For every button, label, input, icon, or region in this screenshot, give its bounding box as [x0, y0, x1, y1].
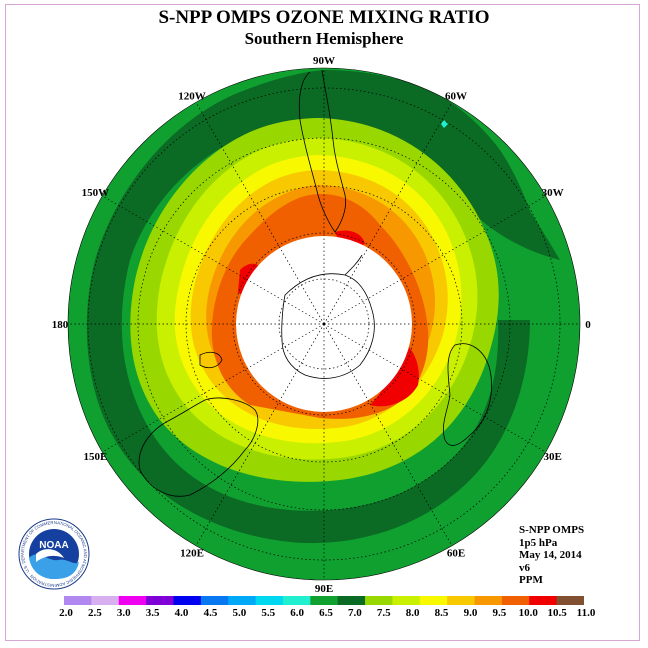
colorbar-label: 8.5 — [434, 607, 449, 619]
meridian-line — [102, 323, 325, 453]
colorbar-label: 4.0 — [174, 607, 189, 619]
colorbar-swatch — [91, 596, 120, 605]
colorbar-swatch — [529, 596, 558, 605]
coastlines — [138, 69, 492, 497]
colorbar-label: 7.5 — [376, 607, 391, 619]
colorbar-swatch — [228, 596, 257, 605]
longitude-label: 120E — [180, 548, 204, 560]
page-title: S-NPP OMPS OZONE MIXING RATIO — [158, 7, 490, 28]
longitude-label: 60W — [445, 90, 467, 102]
longitude-label: 150W — [82, 187, 110, 199]
graticule — [68, 68, 580, 580]
longitude-label: 30W — [542, 187, 564, 199]
colorbar-swatch — [310, 596, 339, 605]
new-zealand-coast — [199, 351, 223, 369]
colorbar-label: 2.0 — [59, 607, 73, 619]
units-text: PPM — [519, 574, 543, 586]
colorbar-label: 3.0 — [116, 607, 131, 619]
meridian-line — [195, 323, 325, 546]
longitude-label: 60E — [447, 548, 465, 560]
colorbar-swatch — [64, 596, 92, 605]
colorbar-label: 3.5 — [145, 607, 160, 619]
colorbar-swatch — [282, 596, 311, 605]
longitude-label: 30E — [543, 451, 561, 463]
colorbar-swatch — [392, 596, 421, 605]
longitude-label: 180 — [52, 319, 69, 331]
level-text: 1p5 hPa — [519, 536, 558, 549]
logo-text: NOAA — [39, 540, 68, 551]
colorbar-label: 7.0 — [348, 607, 362, 619]
date-text: May 14, 2014 — [519, 549, 582, 561]
longitude-label: 90W — [313, 55, 335, 67]
latitude-circle-70s — [232, 232, 416, 416]
meridian-line — [195, 102, 325, 325]
longitude-label: 120W — [178, 90, 206, 102]
colorbar-label: 5.0 — [232, 607, 247, 619]
longitude-label: 90E — [315, 583, 333, 595]
colorbar — [64, 596, 584, 605]
colorbar-label: 2.5 — [88, 607, 102, 619]
colorbar-label: 9.5 — [492, 607, 507, 619]
meridian-line — [323, 102, 453, 325]
colorbar-label: 8.0 — [405, 607, 420, 619]
colorbar-swatch — [501, 596, 530, 605]
meridians — [68, 68, 580, 580]
longitude-label: 0 — [585, 319, 591, 331]
colorbar-swatch — [365, 596, 393, 605]
colorbar-swatch — [200, 596, 229, 605]
south-pole-dot — [322, 322, 326, 326]
version-text: v6 — [519, 561, 530, 574]
colorbar-label: 9.0 — [463, 607, 478, 619]
colorbar-swatch — [118, 596, 147, 605]
latitude-circle-50s — [137, 137, 511, 511]
noaa-logo: NOAA NATIONAL OCEANIC AND ATMOSPHERIC AD… — [18, 518, 90, 590]
colorbar-swatch — [146, 596, 174, 605]
meridian-line — [323, 323, 546, 453]
meridian-line — [323, 195, 546, 325]
colorbar-swatch — [419, 596, 448, 605]
colorbar-swatch — [556, 596, 584, 605]
field-level-7-0-atlantic — [395, 75, 540, 240]
map-boundary — [67, 67, 581, 581]
field-level-6-0-patch — [441, 120, 448, 128]
meridian-line — [323, 323, 453, 546]
page-subtitle: Southern Hemisphere — [244, 29, 404, 48]
africa-coast — [442, 343, 492, 446]
colorbar-label: 6.0 — [290, 607, 304, 619]
colorbar-label: 5.5 — [261, 607, 276, 619]
colorbar-swatch — [474, 596, 503, 605]
colorbar-label: 10.5 — [547, 607, 567, 619]
colorbar-label: 11.0 — [576, 607, 596, 619]
colorbar-swatch — [255, 596, 284, 605]
colorbar-swatch — [447, 596, 476, 605]
ozone-field — [68, 68, 580, 580]
colorbar-swatches — [64, 596, 584, 605]
colorbar-swatch — [337, 596, 366, 605]
info-block: S-NPP OMPS 1p5 hPa May 14, 2014 v6 PPM — [519, 524, 584, 587]
south-america-coast — [298, 69, 347, 233]
longitude-labels: 90W 60W 30W 0 30E 60E 90E 120E 150E 180 150W 120W — [52, 55, 592, 595]
latitude-circle-60s — [185, 185, 463, 463]
meridian-line — [102, 195, 325, 325]
colorbar-label: 6.5 — [319, 607, 333, 619]
australia-coast — [138, 397, 259, 497]
instrument-text: S-NPP OMPS — [519, 524, 585, 536]
colorbar-swatch — [173, 596, 202, 605]
colorbar-label: 10.0 — [518, 607, 538, 619]
longitude-label: 150E — [83, 451, 107, 463]
colorbar-label: 4.5 — [203, 607, 218, 619]
